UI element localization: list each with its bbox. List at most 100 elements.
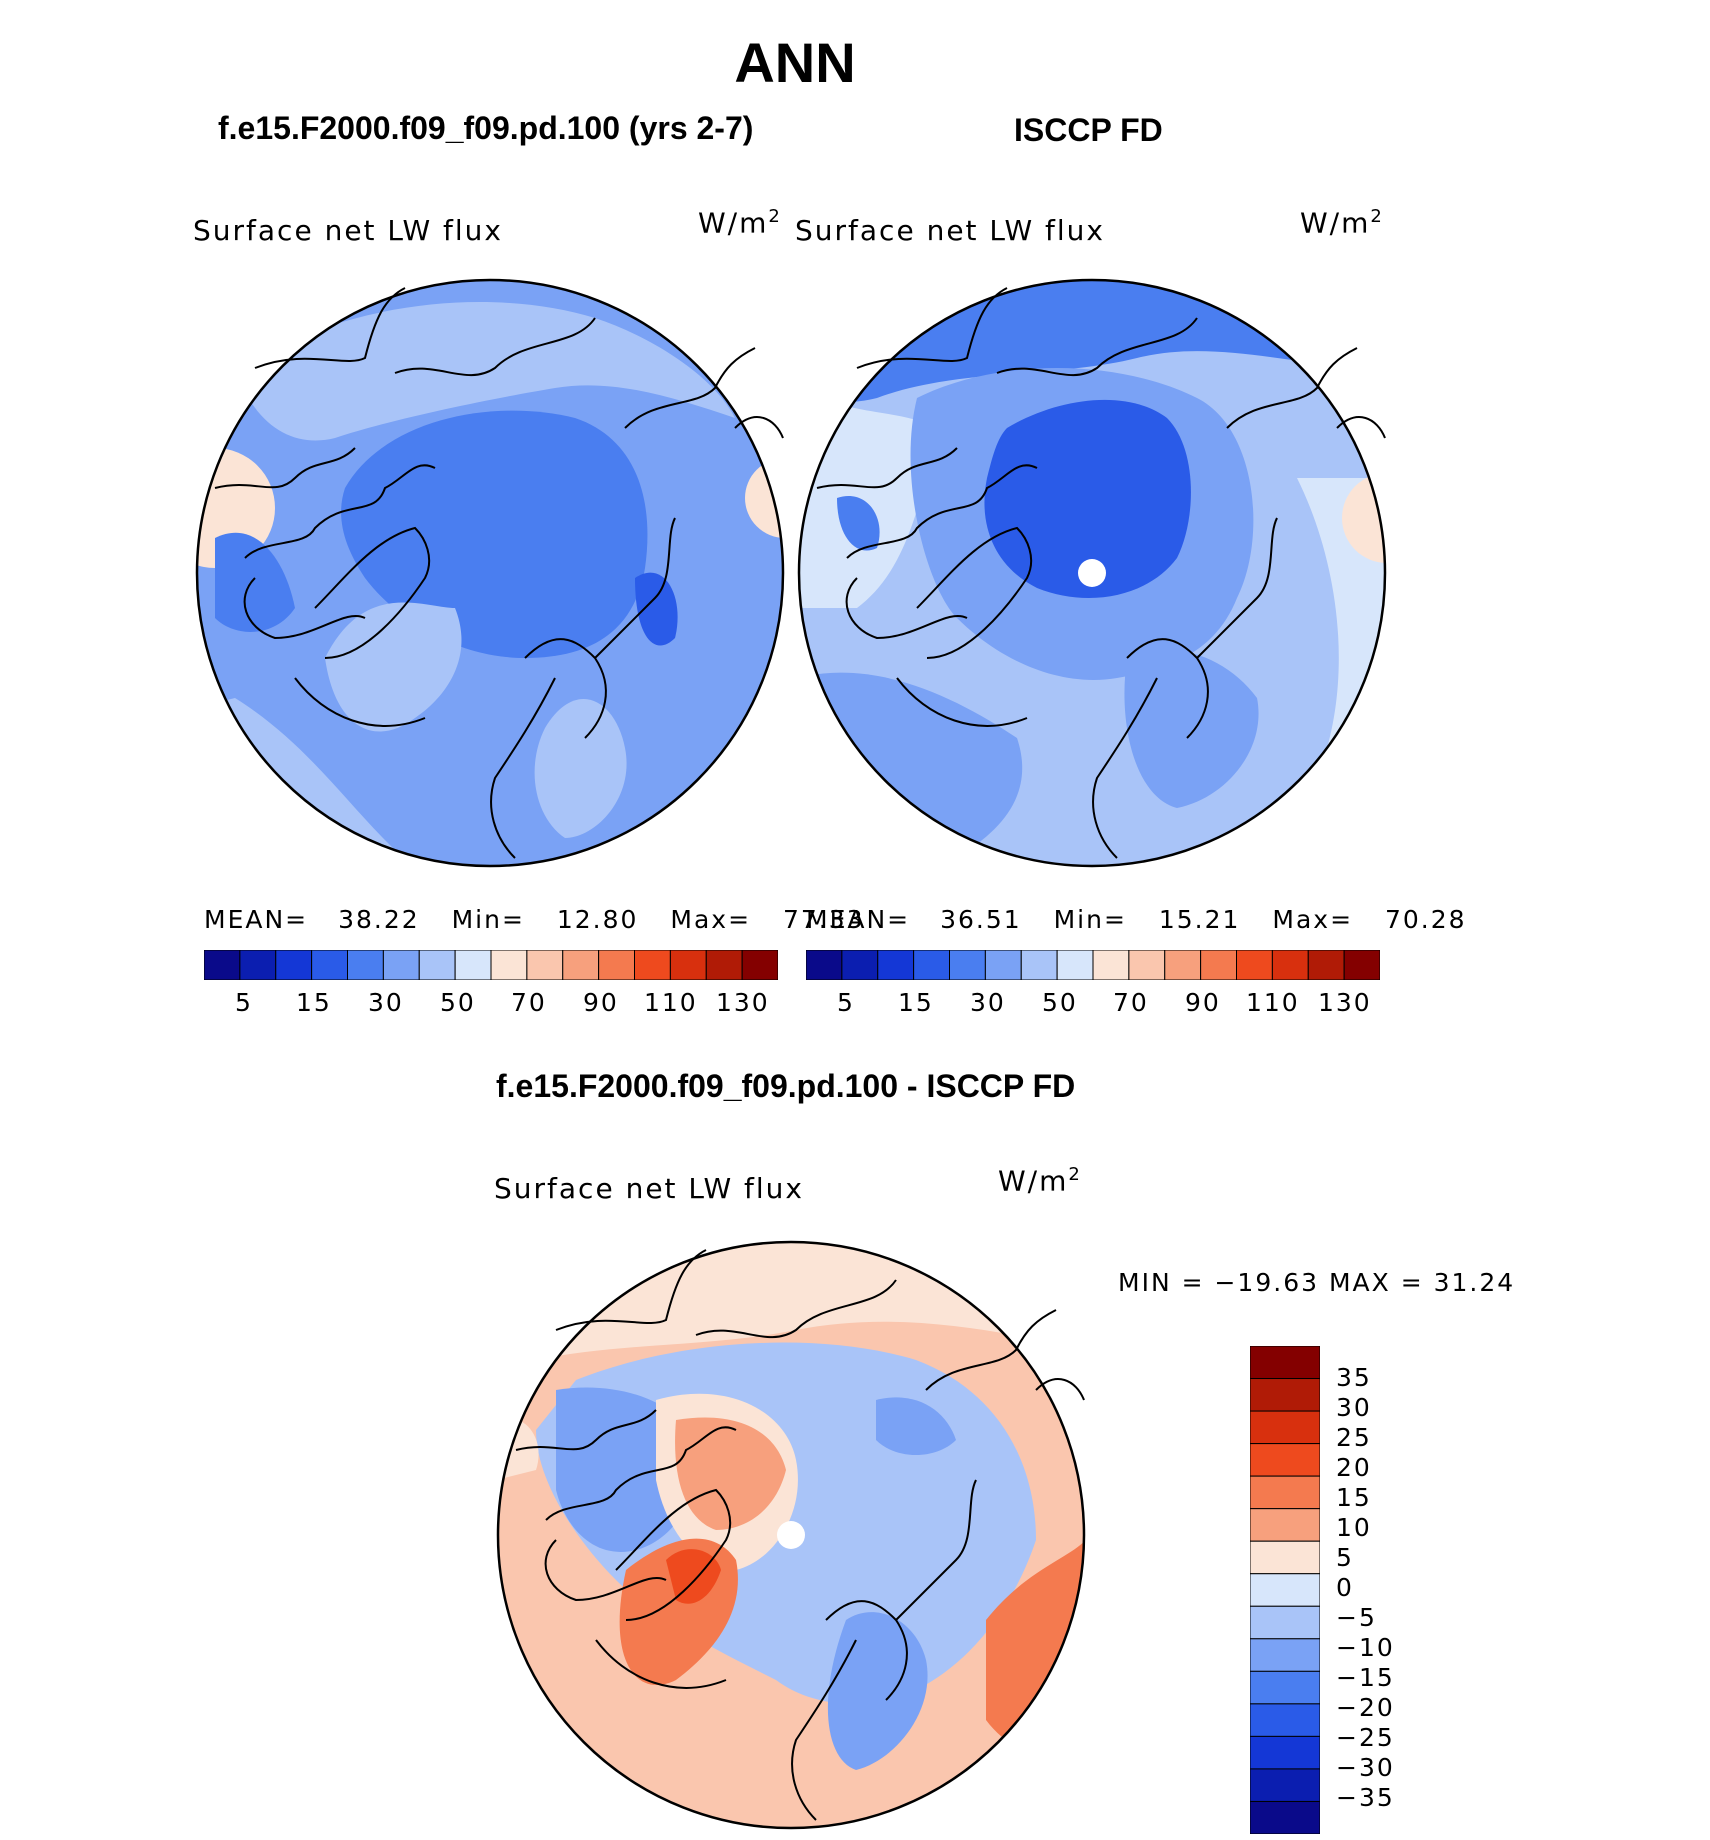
panel2-colorbar-swatch bbox=[1056, 950, 1094, 980]
panel1-stats: MEAN= 38.22 Min= 12.80 Max= 77.33 bbox=[204, 905, 865, 934]
panel2-stats: MEAN= 36.51 Min= 15.21 Max= 70.28 bbox=[806, 905, 1467, 934]
difference-colorbar-swatch bbox=[1250, 1346, 1320, 1380]
panel2-min-label: Min= bbox=[1053, 905, 1127, 934]
difference-cbar-tick: −10 bbox=[1336, 1633, 1395, 1662]
difference-cbar-tick: −15 bbox=[1336, 1663, 1395, 1692]
panel1-min-label: Min= bbox=[451, 905, 525, 934]
difference-cbar-tick: −35 bbox=[1336, 1783, 1395, 1812]
difference-cbar-tick: 5 bbox=[1336, 1543, 1354, 1572]
difference-colorbar-swatch bbox=[1250, 1508, 1320, 1542]
panel2-cbar-tick: 15 bbox=[898, 988, 934, 1017]
panel1-colorbar-swatch bbox=[382, 950, 420, 980]
panel1-mean-value: 38.22 bbox=[338, 905, 420, 934]
difference-colorbar-swatch bbox=[1250, 1800, 1320, 1834]
panel1-colorbar-swatch bbox=[454, 950, 492, 980]
panel1-colorbar-swatch bbox=[705, 950, 743, 980]
panel1-max-label: Max= bbox=[670, 905, 752, 934]
panel2-max-value: 70.28 bbox=[1385, 905, 1467, 934]
panel2-colorbar-swatch bbox=[1236, 950, 1273, 980]
panel1-colorbar-swatch bbox=[347, 950, 384, 980]
panel2-colorbar-swatch bbox=[949, 950, 986, 980]
panel2-cbar-tick: 130 bbox=[1318, 988, 1372, 1017]
panel1-cbar-tick: 90 bbox=[583, 988, 619, 1017]
panel1-max-value: 77.33 bbox=[783, 905, 865, 934]
panel2-colorbar-swatch bbox=[1164, 950, 1202, 980]
panel1-variable-label: Surface net LW flux bbox=[193, 214, 503, 247]
panel2-min-value: 15.21 bbox=[1158, 905, 1241, 934]
difference-stats: MIN = −19.63 MAX = 31.24 bbox=[1118, 1268, 1516, 1297]
panel1-colorbar-swatch bbox=[634, 950, 671, 980]
panel1-colorbar-swatch bbox=[239, 950, 277, 980]
difference-polar-map bbox=[496, 1240, 1086, 1830]
panel1-colorbar-swatch bbox=[275, 950, 313, 980]
panel2-mean-label: MEAN= bbox=[806, 905, 911, 934]
panel2-case-title: ISCCP FD bbox=[1014, 112, 1163, 148]
difference-colorbar-swatch bbox=[1250, 1605, 1320, 1640]
panel2-cbar-tick: 30 bbox=[970, 988, 1006, 1017]
panel1-colorbar-swatch bbox=[204, 950, 241, 980]
difference-cbar-tick: 25 bbox=[1336, 1423, 1372, 1452]
difference-cbar-tick: 10 bbox=[1336, 1513, 1372, 1542]
panel1-units: W/m2 bbox=[698, 206, 782, 239]
panel2-colorbar bbox=[806, 950, 1380, 980]
panel2-colorbar-ticks: 5 15 30 50 70 90 110 130 bbox=[806, 988, 1380, 1018]
panel2-colorbar-swatch bbox=[984, 950, 1022, 980]
panel1-units-text: W/m bbox=[698, 206, 769, 240]
panel1-colorbar-swatch bbox=[418, 950, 456, 980]
difference-cbar-tick: −20 bbox=[1336, 1693, 1395, 1722]
panel2-colorbar-swatch bbox=[1020, 950, 1058, 980]
panel2-polar-map bbox=[797, 278, 1387, 868]
panel1-colorbar-swatch bbox=[562, 950, 600, 980]
difference-cbar-tick: −25 bbox=[1336, 1723, 1395, 1752]
difference-cbar-tick: 30 bbox=[1336, 1393, 1372, 1422]
panel1-colorbar-swatch bbox=[598, 950, 636, 980]
panel1-colorbar-ticks: 5 15 30 50 70 90 110 130 bbox=[204, 988, 778, 1018]
difference-colorbar-swatch bbox=[1250, 1540, 1320, 1575]
panel2-colorbar-swatch bbox=[1128, 950, 1166, 980]
panel2-units-text: W/m bbox=[1300, 206, 1371, 240]
difference-cbar-tick: 0 bbox=[1336, 1573, 1354, 1602]
panel1-cbar-tick: 110 bbox=[644, 988, 698, 1017]
panel2-units-exponent: 2 bbox=[1370, 206, 1384, 227]
panel1-colorbar-swatch bbox=[311, 950, 349, 980]
panel1-cbar-tick: 30 bbox=[368, 988, 404, 1017]
panel2-max-label: Max= bbox=[1272, 905, 1354, 934]
panel2-colorbar-swatch bbox=[841, 950, 879, 980]
panel2-colorbar-swatch bbox=[1343, 950, 1380, 980]
panel2-cbar-tick: 110 bbox=[1246, 988, 1300, 1017]
panel2-colorbar-swatch bbox=[1307, 950, 1345, 980]
difference-colorbar-ticks: 35 30 25 20 15 10 5 0 −5 −10 −15 −20 −25… bbox=[1336, 1346, 1446, 1834]
panel1-colorbar-swatch bbox=[526, 950, 564, 980]
difference-colorbar-swatch bbox=[1250, 1378, 1320, 1412]
panel1-colorbar-swatch bbox=[669, 950, 707, 980]
panel2-colorbar-swatch bbox=[1271, 950, 1309, 980]
panel2-cbar-tick: 5 bbox=[837, 988, 855, 1017]
difference-cbar-tick: −5 bbox=[1336, 1603, 1377, 1632]
panel1-case-title: f.e15.F2000.f09_f09.pd.100 (yrs 2-7) bbox=[218, 110, 754, 146]
panel2-colorbar-swatch bbox=[1092, 950, 1130, 980]
panel2-cbar-tick: 90 bbox=[1185, 988, 1221, 1017]
panel2-colorbar-swatch bbox=[806, 950, 843, 980]
panel1-units-exponent: 2 bbox=[768, 206, 782, 227]
difference-colorbar-swatch bbox=[1250, 1573, 1320, 1607]
panel1-cbar-tick: 50 bbox=[440, 988, 476, 1017]
difference-colorbar-swatch bbox=[1250, 1768, 1320, 1802]
panel2-variable-label: Surface net LW flux bbox=[795, 214, 1105, 247]
panel2-units: W/m2 bbox=[1300, 206, 1384, 239]
panel2-cbar-tick: 50 bbox=[1042, 988, 1078, 1017]
panel1-cbar-tick: 15 bbox=[296, 988, 332, 1017]
panel1-cbar-tick: 130 bbox=[716, 988, 770, 1017]
difference-variable-label: Surface net LW flux bbox=[494, 1172, 804, 1205]
panel2-colorbar-swatch bbox=[1200, 950, 1238, 980]
panel2-mean-value: 36.51 bbox=[940, 905, 1022, 934]
panel1-colorbar-swatch bbox=[490, 950, 528, 980]
difference-colorbar bbox=[1250, 1346, 1320, 1834]
difference-units-exponent: 2 bbox=[1068, 1164, 1082, 1185]
difference-colorbar-swatch bbox=[1250, 1670, 1320, 1705]
difference-colorbar-swatch bbox=[1250, 1475, 1320, 1510]
difference-colorbar-swatch bbox=[1250, 1735, 1320, 1770]
panel1-mean-label: MEAN= bbox=[204, 905, 309, 934]
difference-title: f.e15.F2000.f09_f09.pd.100 - ISCCP FD bbox=[496, 1068, 1076, 1104]
panel1-colorbar bbox=[204, 950, 778, 980]
difference-cbar-tick: 35 bbox=[1336, 1363, 1372, 1392]
